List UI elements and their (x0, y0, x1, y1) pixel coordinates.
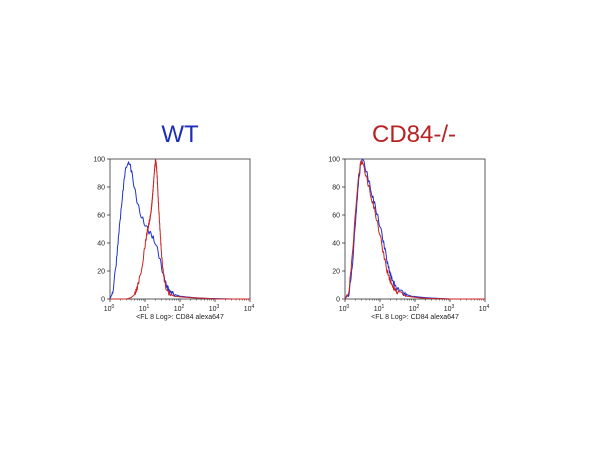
histogram-panel-1: WT 0 20 40 60 80 100 100 101 102 103 104 <FL 8 Log>:… (93, 121, 254, 321)
y-tick-label: 40 (97, 241, 105, 248)
y-tick-label: 20 (97, 269, 105, 276)
histogram-series-line (110, 158, 250, 300)
x-tick-label: 101 (374, 304, 385, 313)
y-tick-label: 20 (332, 269, 340, 276)
x-tick-label: 100 (339, 304, 350, 313)
x-tick-label: 102 (174, 304, 185, 313)
x-axis-label: <FL 8 Log>: CD84 alexa647 (371, 314, 459, 321)
x-tick-label: 100 (104, 304, 115, 313)
histogram-series-line (344, 160, 485, 300)
y-tick-label: 0 (336, 297, 340, 304)
y-tick-label: 100 (328, 157, 340, 164)
x-tick-label: 104 (479, 304, 490, 313)
histogram-panel-2: CD84-/- 0 20 40 60 80 100 100 101 102 103 104 <FL 8 … (328, 121, 489, 321)
x-tick-label: 103 (209, 304, 220, 313)
y-tick-label: 0 (101, 297, 105, 304)
plot-frame (109, 158, 251, 300)
x-tick-label: 103 (444, 304, 455, 313)
y-tick-label: 40 (332, 241, 340, 248)
histogram-series-line (109, 161, 250, 300)
histogram-series-line (344, 158, 485, 300)
y-tick-label: 60 (97, 213, 105, 220)
x-tick-label: 104 (244, 304, 255, 313)
x-tick-label: 102 (409, 304, 420, 313)
y-tick-label: 60 (332, 213, 340, 220)
x-tick-label: 101 (139, 304, 150, 313)
plot-frame (344, 158, 486, 300)
x-axis-label: <FL 8 Log>: CD84 alexa647 (136, 314, 224, 321)
y-tick-label: 80 (97, 185, 105, 192)
chart-title: CD84-/- (372, 121, 456, 148)
y-tick-label: 80 (332, 185, 340, 192)
y-tick-label: 100 (93, 157, 105, 164)
chart-title: WT (161, 121, 199, 148)
